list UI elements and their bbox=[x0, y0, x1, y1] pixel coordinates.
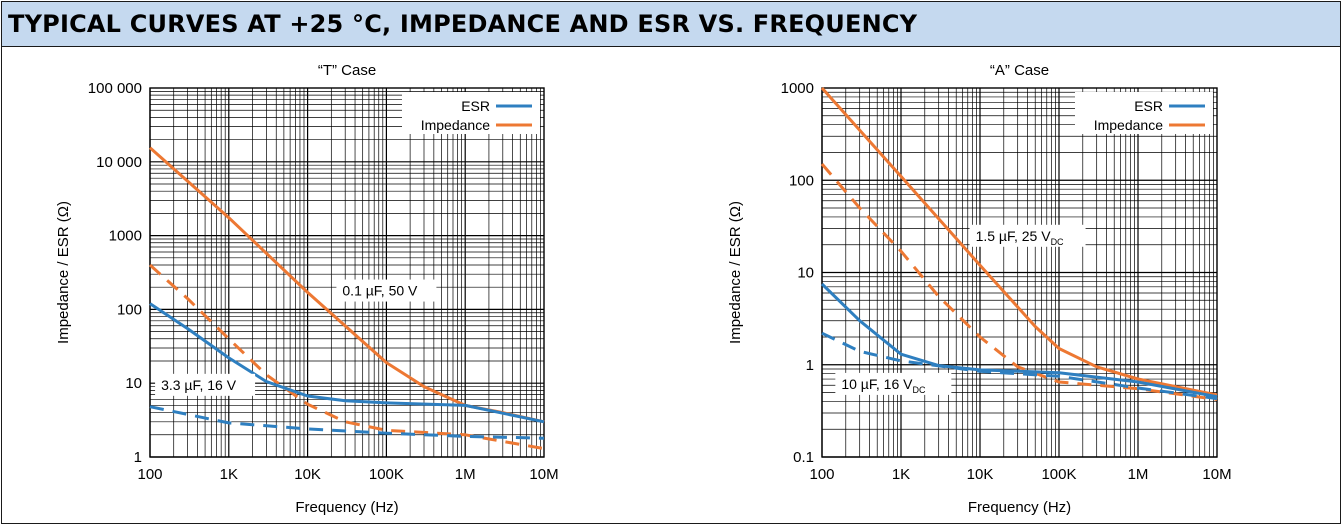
y-tick-label: 10 bbox=[797, 265, 814, 282]
legend-label: ESR bbox=[461, 98, 490, 114]
plot-border bbox=[149, 87, 545, 458]
y-tick-label: 1000 bbox=[109, 228, 142, 245]
chart-1: “A” Case 100 1K 10K 100K 1M 10M 0.1 1 10 100 1000 Fr… bbox=[727, 62, 1232, 516]
x-tick-label: 100K bbox=[1041, 466, 1076, 483]
y-tick-label: 10 bbox=[125, 375, 142, 392]
x-tick-label: 10K bbox=[294, 466, 321, 483]
series-line-solid-impedance bbox=[820, 87, 1218, 397]
annotation-subscript: DC bbox=[1051, 237, 1064, 247]
series-line-dashed-impedance bbox=[149, 263, 545, 451]
x-axis-label: Frequency (Hz) bbox=[295, 499, 398, 516]
annotation-box bbox=[155, 373, 256, 396]
chart-0: “T” Case 100 1K 10K 100K 1M 10M 1 10 100 1000 10 00… bbox=[55, 62, 559, 516]
figure-banner: TYPICAL CURVES AT +25 °C, IMPEDANCE AND … bbox=[2, 2, 1340, 47]
annotation-text: 3.3 µF, 16 V bbox=[161, 377, 237, 393]
annotation: 3.3 µF, 16 V bbox=[155, 373, 256, 396]
legend-box bbox=[402, 92, 540, 134]
annotation-box bbox=[336, 279, 437, 302]
y-tick-label: 0.1 bbox=[793, 449, 814, 466]
series-line-solid-esr bbox=[820, 282, 1218, 399]
chart-title: “T” Case bbox=[318, 62, 376, 79]
series-line-dashed-esr bbox=[149, 405, 545, 440]
x-tick-label: 10K bbox=[967, 466, 994, 483]
x-tick-label: 1K bbox=[892, 466, 910, 483]
y-tick-label: 10 000 bbox=[96, 154, 142, 171]
series-line-dashed-impedance bbox=[820, 163, 1218, 401]
legend-label: Impedance bbox=[421, 117, 490, 133]
y-tick-label: 100 bbox=[789, 172, 814, 189]
y-tick-label: 100 000 bbox=[88, 80, 142, 97]
legend-label: Impedance bbox=[1094, 117, 1163, 133]
annotation: 1.5 µF, 25 VDC bbox=[969, 224, 1086, 247]
x-tick-label: 10M bbox=[529, 466, 558, 483]
legend-label: ESR bbox=[1134, 98, 1163, 114]
grid bbox=[821, 88, 1217, 458]
x-tick-label: 1M bbox=[1128, 466, 1149, 483]
chart-title: “A” Case bbox=[990, 62, 1049, 79]
x-tick-label: 100 bbox=[809, 466, 834, 483]
annotation-text: 1.5 µF, 25 VDC bbox=[976, 228, 1064, 247]
figure-title: TYPICAL CURVES AT +25 °C, IMPEDANCE AND … bbox=[8, 10, 918, 38]
x-tick-label: 10M bbox=[1202, 466, 1231, 483]
annotation-subscript: DC bbox=[912, 385, 925, 395]
annotation-text: 10 µF, 16 VDC bbox=[841, 376, 926, 395]
charts-area: “T” Case 100 1K 10K 100K 1M 10M 1 10 100 1000 10 00… bbox=[55, 62, 1232, 516]
x-tick-label: 1M bbox=[455, 466, 476, 483]
x-tick-label: 1K bbox=[220, 466, 238, 483]
legend: ESR Impedance bbox=[1075, 92, 1213, 134]
annotation: 0.1 µF, 50 V bbox=[336, 279, 437, 302]
x-tick-label: 100K bbox=[369, 466, 404, 483]
plot-border bbox=[821, 87, 1218, 458]
y-axis-label: Impedance / ESR (Ω) bbox=[727, 201, 744, 344]
annotation-text: 0.1 µF, 50 V bbox=[342, 283, 418, 299]
annotation: 10 µF, 16 VDC bbox=[835, 372, 952, 395]
y-tick-label: 1000 bbox=[781, 80, 814, 97]
legend-box bbox=[1075, 92, 1213, 134]
y-tick-label: 1 bbox=[806, 357, 814, 374]
annotation-box bbox=[835, 372, 952, 395]
series-line-solid-esr bbox=[149, 302, 545, 424]
y-axis-label: Impedance / ESR (Ω) bbox=[55, 201, 72, 344]
x-axis-label: Frequency (Hz) bbox=[968, 499, 1071, 516]
y-tick-label: 100 bbox=[117, 301, 142, 318]
x-tick-label: 100 bbox=[137, 466, 162, 483]
y-tick-label: 1 bbox=[134, 449, 142, 466]
annotation-box bbox=[969, 224, 1086, 247]
legend: ESR Impedance bbox=[402, 92, 540, 134]
grid bbox=[149, 88, 544, 458]
